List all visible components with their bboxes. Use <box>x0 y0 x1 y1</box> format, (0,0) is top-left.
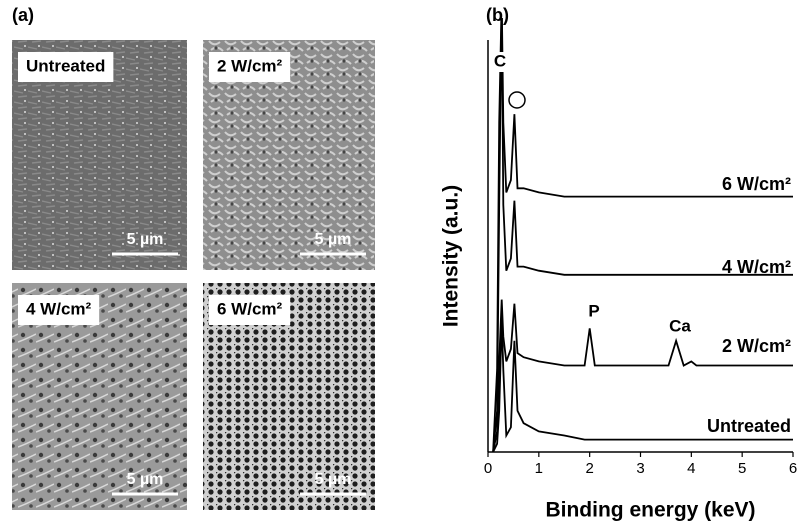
scale-bar-label: 5 µm <box>127 231 164 248</box>
label-box <box>18 295 100 325</box>
scale-bar-label: 5 µm <box>315 231 352 248</box>
label-bg <box>492 52 508 72</box>
series-label: 4 W/cm² <box>722 257 791 277</box>
series-label: 6 W/cm² <box>722 174 791 194</box>
panel-label: (a) <box>12 5 34 25</box>
sem-images: Untreated 5 µm 2 W/cm² 5 µm 4 W/cm² 5 µm 6 W/c… <box>12 40 375 510</box>
label-box <box>18 52 114 82</box>
image-label: 4 W/cm² <box>26 299 92 318</box>
label-box <box>209 52 291 82</box>
series-label: 2 W/cm² <box>722 336 791 356</box>
spectrum-line <box>492 299 793 452</box>
y-axis-label: Intensity (a.u.) <box>440 185 463 327</box>
scale-bar-label: 5 µm <box>315 471 352 488</box>
image-label: 6 W/cm² <box>217 299 283 318</box>
x-tick-label: 4 <box>687 460 695 477</box>
spectrum-line <box>492 18 793 452</box>
panel-label: (b) <box>486 5 509 25</box>
series-label: Untreated <box>707 416 791 436</box>
spectrum-line <box>492 320 793 452</box>
image-label: Untreated <box>26 56 105 75</box>
spectrum-line <box>492 18 793 452</box>
peak-label: C <box>494 51 506 70</box>
peak-label: P <box>588 301 599 320</box>
label-box <box>209 295 291 325</box>
x-tick-label: 1 <box>535 460 543 477</box>
x-tick-label: 6 <box>789 460 797 477</box>
peak-marker <box>508 91 526 109</box>
x-axis-label: Binding energy (keV) <box>545 499 755 522</box>
x-tick-label: 5 <box>738 460 746 477</box>
spectra-plot: 0 1 2 3 4 5 6 Binding energy (keV) Intensity (a.… <box>440 18 797 522</box>
peak-label: Ca <box>669 316 691 335</box>
x-tick-label: 3 <box>636 460 644 477</box>
x-tick-label: 0 <box>484 460 492 477</box>
image-label: 2 W/cm² <box>217 56 283 75</box>
scale-bar-label: 5 µm <box>127 471 164 488</box>
x-tick-label: 2 <box>585 460 593 477</box>
